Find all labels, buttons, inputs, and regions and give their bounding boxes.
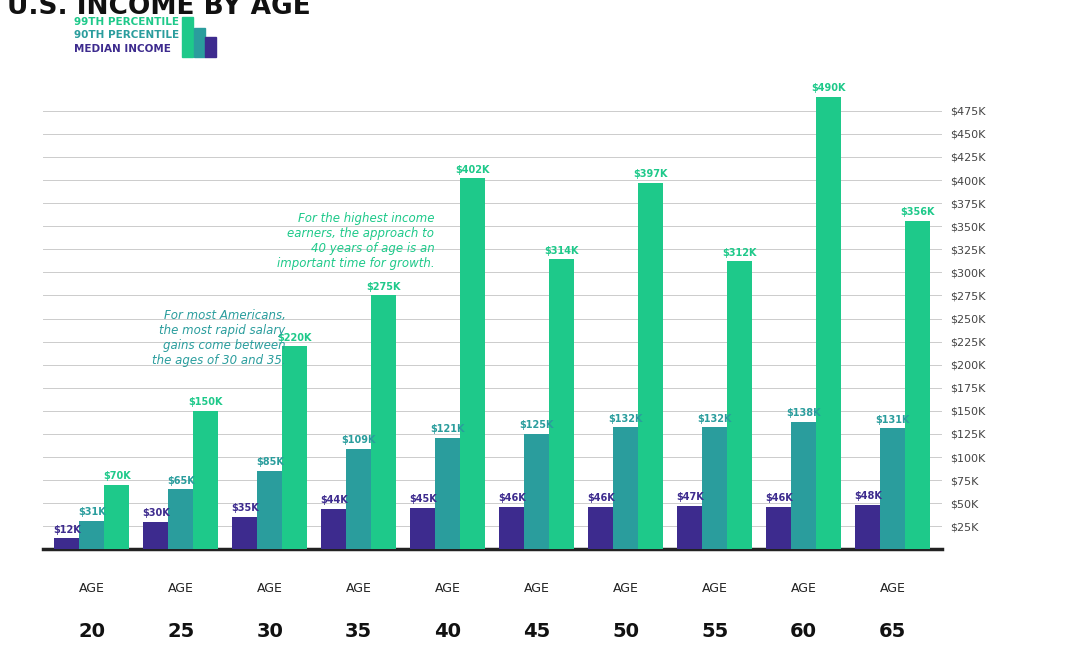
Text: $35K: $35K xyxy=(231,504,259,513)
Bar xyxy=(55,538,79,549)
Text: AGE: AGE xyxy=(613,582,639,595)
Bar xyxy=(232,517,257,549)
Text: $397K: $397K xyxy=(633,169,668,179)
Bar xyxy=(143,522,168,549)
Text: AGE: AGE xyxy=(880,582,905,595)
Text: $31K: $31K xyxy=(78,507,106,517)
Bar xyxy=(282,346,307,549)
Text: MEDIAN INCOME: MEDIAN INCOME xyxy=(74,44,171,54)
Text: 35: 35 xyxy=(346,623,372,642)
Text: $125K: $125K xyxy=(519,421,554,430)
Text: $138K: $138K xyxy=(786,408,821,419)
Bar xyxy=(524,434,549,549)
Bar xyxy=(905,220,930,549)
Text: 45: 45 xyxy=(523,623,550,642)
Bar xyxy=(881,428,905,549)
Text: 30: 30 xyxy=(257,623,284,642)
Text: $220K: $220K xyxy=(277,332,311,343)
Text: 65: 65 xyxy=(880,623,906,642)
Text: $46K: $46K xyxy=(586,493,614,503)
Text: 90TH PERCENTILE: 90TH PERCENTILE xyxy=(74,31,180,41)
Text: AGE: AGE xyxy=(791,582,816,595)
Text: $356K: $356K xyxy=(900,207,935,217)
Bar xyxy=(816,97,841,549)
Bar xyxy=(435,438,460,549)
Bar xyxy=(500,507,524,549)
Bar xyxy=(257,471,282,549)
Bar xyxy=(588,507,613,549)
Text: For the highest income
earners, the approach to
40 years of age is an
important : For the highest income earners, the appr… xyxy=(277,213,434,270)
Text: $402K: $402K xyxy=(456,165,490,175)
Bar xyxy=(677,506,702,549)
Text: $46K: $46K xyxy=(498,493,525,503)
Bar xyxy=(168,489,194,549)
Text: $109K: $109K xyxy=(341,435,376,445)
Bar xyxy=(549,260,575,549)
Text: $312K: $312K xyxy=(722,248,756,258)
Text: $30K: $30K xyxy=(142,508,170,518)
Text: 99TH PERCENTILE: 99TH PERCENTILE xyxy=(74,17,180,27)
Bar xyxy=(371,296,396,549)
Text: 60: 60 xyxy=(790,623,817,642)
FancyBboxPatch shape xyxy=(205,37,216,57)
Text: $85K: $85K xyxy=(256,457,284,467)
Bar xyxy=(766,507,791,549)
Text: 50: 50 xyxy=(612,623,639,642)
Text: For most Americans,
the most rapid salary
gains come between
the ages of 30 and : For most Americans, the most rapid salar… xyxy=(152,309,286,368)
Text: 55: 55 xyxy=(701,623,729,642)
FancyBboxPatch shape xyxy=(194,27,204,57)
Text: 25: 25 xyxy=(167,623,195,642)
Text: $48K: $48K xyxy=(854,491,882,502)
Text: AGE: AGE xyxy=(257,582,282,595)
Bar xyxy=(855,505,881,549)
Text: 20: 20 xyxy=(78,623,105,642)
Bar xyxy=(410,508,435,549)
Text: AGE: AGE xyxy=(523,582,550,595)
Bar xyxy=(613,428,638,549)
Text: $12K: $12K xyxy=(52,525,80,534)
Bar xyxy=(702,428,728,549)
Text: $70K: $70K xyxy=(103,471,131,481)
Text: AGE: AGE xyxy=(434,582,461,595)
Text: $65K: $65K xyxy=(167,475,195,486)
Text: $131K: $131K xyxy=(875,415,910,424)
Bar xyxy=(791,422,816,549)
Bar xyxy=(321,509,347,549)
Text: AGE: AGE xyxy=(702,582,728,595)
Bar xyxy=(728,262,752,549)
Text: U.S. INCOME BY AGE: U.S. INCOME BY AGE xyxy=(6,0,310,20)
Bar xyxy=(347,449,371,549)
Text: $121K: $121K xyxy=(430,424,465,434)
FancyBboxPatch shape xyxy=(182,17,193,57)
Text: $44K: $44K xyxy=(320,495,348,505)
Bar xyxy=(104,485,129,549)
Text: AGE: AGE xyxy=(168,582,194,595)
Text: $275K: $275K xyxy=(366,282,401,292)
Bar xyxy=(79,521,104,549)
Text: $45K: $45K xyxy=(409,494,437,504)
Text: $490K: $490K xyxy=(811,83,845,94)
Bar xyxy=(638,183,663,549)
Text: AGE: AGE xyxy=(346,582,371,595)
Bar xyxy=(194,411,218,549)
Text: $46K: $46K xyxy=(765,493,793,503)
Text: $132K: $132K xyxy=(698,414,732,424)
Text: $47K: $47K xyxy=(676,492,704,502)
Text: $314K: $314K xyxy=(545,246,579,256)
Text: $132K: $132K xyxy=(609,414,643,424)
Text: AGE: AGE xyxy=(79,582,105,595)
Bar xyxy=(460,178,485,549)
Text: $150K: $150K xyxy=(188,397,223,407)
Text: 40: 40 xyxy=(434,623,461,642)
